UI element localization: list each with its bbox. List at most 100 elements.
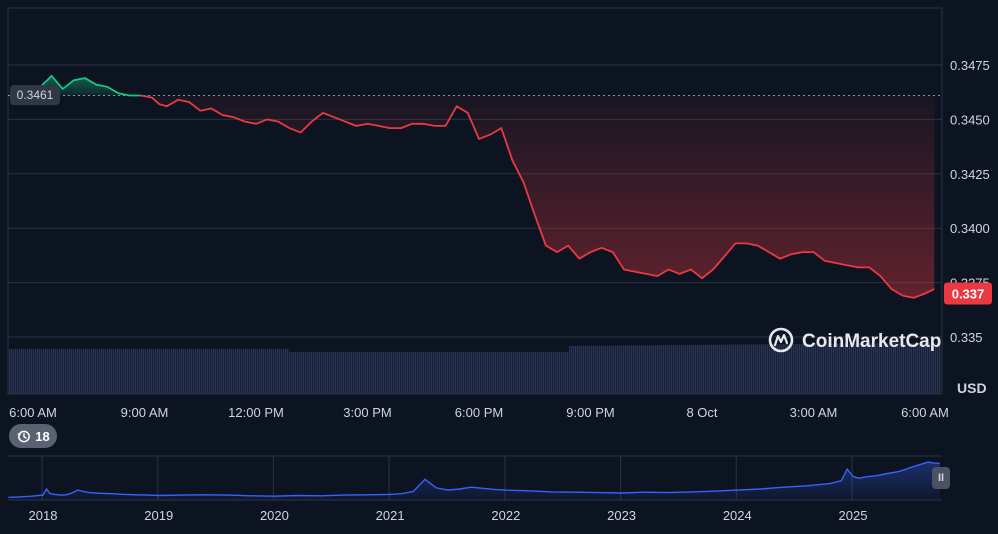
volume-bar: [97, 349, 99, 394]
volume-bar: [63, 349, 65, 394]
volume-bar: [703, 344, 705, 394]
volume-bar: [569, 345, 571, 394]
volume-bar: [195, 349, 197, 394]
coinmarketcap-watermark: CoinMarketCap: [768, 327, 941, 353]
volume-bar: [767, 344, 769, 394]
volume-bar: [811, 343, 813, 394]
volume-bar: [81, 349, 83, 394]
volume-bar: [671, 345, 673, 394]
volume-bar: [339, 352, 341, 394]
volume-bar: [383, 352, 385, 394]
overview-series[interactable]: [8, 461, 940, 500]
volume-bar: [137, 349, 139, 394]
volume-bar: [13, 349, 15, 394]
volume-bar: [67, 349, 69, 394]
volume-bar: [145, 349, 147, 394]
volume-bar: [103, 349, 105, 394]
volume-bar: [23, 349, 25, 394]
volume-bar: [557, 352, 559, 394]
volume-bar: [891, 343, 893, 394]
price-line[interactable]: [28, 74, 935, 299]
volume-bar: [729, 344, 731, 394]
volume-bar: [721, 344, 723, 394]
volume-bar: [299, 352, 301, 394]
volume-bar: [695, 344, 697, 394]
pause-button[interactable]: II: [932, 467, 950, 489]
volume-bar: [325, 352, 327, 394]
volume-bar: [593, 345, 595, 394]
volume-bar: [27, 349, 29, 394]
volume-bar: [713, 344, 715, 394]
volume-bar: [495, 352, 497, 394]
volume-bar: [923, 342, 925, 394]
volume-bar: [877, 343, 879, 394]
volume-bar: [443, 352, 445, 394]
volume-bar: [353, 352, 355, 394]
volume-bar: [207, 349, 209, 394]
volume-bar: [547, 352, 549, 394]
history-button[interactable]: 18: [9, 424, 57, 448]
volume-bar: [169, 349, 171, 394]
volume-bar: [727, 344, 729, 394]
volume-bar: [237, 349, 239, 394]
volume-bar: [313, 352, 315, 394]
volume-bar: [669, 345, 671, 394]
volume-bar: [709, 344, 711, 394]
volume-bar: [265, 349, 267, 394]
volume-bar: [373, 352, 375, 394]
volume-bar: [167, 349, 169, 394]
volume-bar: [785, 344, 787, 394]
volume-bar: [461, 352, 463, 394]
volume-bar: [187, 349, 189, 394]
volume-bar: [309, 352, 311, 394]
volume-bar: [151, 349, 153, 394]
current-price-label: 0.337: [952, 286, 985, 301]
volume-bar: [409, 352, 411, 394]
volume-bar: [429, 352, 431, 394]
volume-bar: [297, 352, 299, 394]
volume-bar: [11, 349, 13, 394]
x-tick-label: 6:00 AM: [9, 405, 57, 420]
volume-bar: [323, 352, 325, 394]
price-area-down: [140, 95, 935, 298]
volume-bar: [609, 345, 611, 394]
volume-bar: [881, 343, 883, 394]
volume-bar: [31, 349, 33, 394]
volume-bar: [831, 343, 833, 394]
volume-bar: [29, 349, 31, 394]
volume-bar: [551, 352, 553, 394]
volume-bar: [285, 349, 287, 394]
volume-bar: [699, 344, 701, 394]
volume-bar: [911, 343, 913, 394]
volume-bar: [845, 343, 847, 394]
volume-bar: [235, 349, 237, 394]
volume-bar: [861, 343, 863, 394]
volume-bar: [305, 352, 307, 394]
volume-bar: [691, 344, 693, 394]
volume-bar: [377, 352, 379, 394]
volume-bar: [687, 344, 689, 394]
volume-bar: [595, 345, 597, 394]
volume-bar: [453, 352, 455, 394]
volume-bar: [131, 349, 133, 394]
volume-bar: [179, 349, 181, 394]
volume-bar: [649, 345, 651, 394]
volume-bar: [185, 349, 187, 394]
volume-bar: [743, 344, 745, 394]
volume-bar: [117, 349, 119, 394]
volume-bar: [35, 349, 37, 394]
volume-bar: [541, 352, 543, 394]
volume-bar: [507, 352, 509, 394]
x-tick-label: 12:00 PM: [228, 405, 284, 420]
volume-bar: [399, 352, 401, 394]
volume-bar: [639, 345, 641, 394]
volume-bar: [165, 349, 167, 394]
coinmarketcap-logo-icon: [768, 327, 794, 353]
volume-bar: [673, 345, 675, 394]
volume-bar: [803, 343, 805, 394]
volume-bar: [471, 352, 473, 394]
volume-bar: [843, 343, 845, 394]
history-count: 18: [35, 428, 50, 444]
volume-bar: [319, 352, 321, 394]
